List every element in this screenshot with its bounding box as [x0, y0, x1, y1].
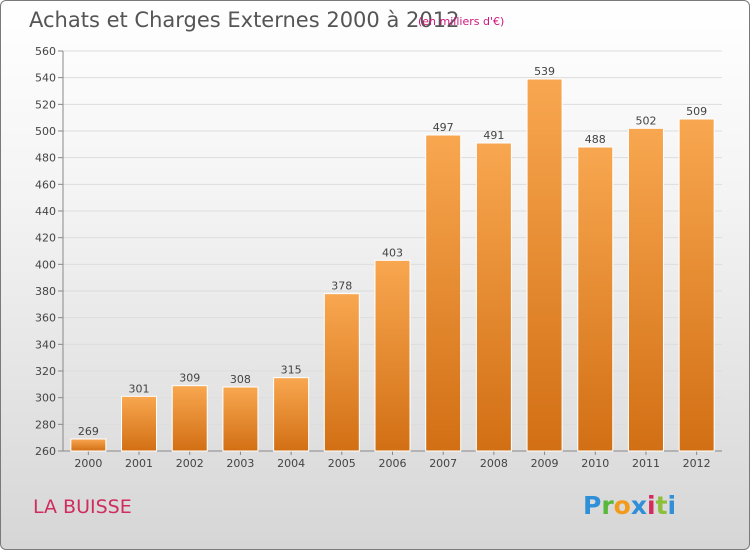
bar — [323, 293, 360, 452]
bar — [526, 78, 563, 452]
x-tick-label: 2000 — [74, 457, 102, 470]
bar-value-label: 403 — [382, 246, 403, 259]
bar-value-label: 378 — [331, 280, 352, 293]
x-tick-label: 2006 — [379, 457, 407, 470]
y-tick-label: 540 — [35, 72, 56, 85]
x-tick-label: 2008 — [480, 457, 508, 470]
bar — [577, 146, 614, 452]
y-tick-label: 400 — [35, 258, 56, 271]
x-tick-label: 2003 — [226, 457, 254, 470]
x-tick-label: 2001 — [125, 457, 153, 470]
y-tick-label: 340 — [35, 338, 56, 351]
bar-value-label: 315 — [281, 364, 302, 377]
y-tick-label: 520 — [35, 98, 56, 111]
y-tick-label: 460 — [35, 178, 56, 191]
proxiti-logo[interactable]: Proxiti — [583, 491, 676, 520]
x-tick-label: 2004 — [277, 457, 305, 470]
bar-value-label: 488 — [585, 133, 606, 146]
x-tick-label: 2002 — [176, 457, 204, 470]
bar — [678, 118, 715, 452]
y-tick-label: 420 — [35, 232, 56, 245]
bar — [171, 385, 208, 452]
bar — [222, 386, 259, 452]
y-tick-label: 360 — [35, 312, 56, 325]
bar — [121, 395, 158, 452]
x-tick-label: 2009 — [531, 457, 559, 470]
y-tick-label: 480 — [35, 152, 56, 165]
logo-letter: r — [601, 491, 614, 520]
logo-letter: P — [583, 491, 602, 520]
x-tick-label: 2012 — [683, 457, 711, 470]
bar-value-label: 301 — [129, 382, 150, 395]
y-tick-label: 300 — [35, 392, 56, 405]
bar — [273, 377, 310, 452]
logo-letter: t — [655, 491, 668, 520]
y-tick-label: 440 — [35, 205, 56, 218]
bar-value-label: 491 — [483, 129, 504, 142]
logo-letter: x — [630, 491, 647, 520]
x-tick-label: 2007 — [429, 457, 457, 470]
axes: 260 280 300 320 340 360 380 400 420 440 460 480 500 5… — [35, 45, 722, 470]
y-tick-label: 500 — [35, 125, 56, 138]
y-tick-label: 280 — [35, 418, 56, 431]
x-tick-label: 2010 — [581, 457, 609, 470]
bar-value-label: 509 — [686, 105, 707, 118]
bar — [425, 134, 462, 452]
commune-name: LA BUISSE — [33, 496, 132, 518]
logo-letter: i — [647, 491, 656, 520]
chart-title: Achats et Charges Externes 2000 à 2012 — [29, 8, 460, 32]
bar — [70, 438, 107, 452]
y-tick-label: 320 — [35, 365, 56, 378]
bar — [475, 142, 512, 452]
x-tick-label: 2011 — [632, 457, 660, 470]
bar-value-label: 309 — [179, 372, 200, 385]
bar — [374, 259, 411, 452]
value-labels: 269 301 309 308 315 378 403 497 491 539 488 502 509 — [78, 65, 707, 438]
bar-value-label: 497 — [433, 121, 454, 134]
bar-value-label: 269 — [78, 425, 99, 438]
bars — [70, 78, 715, 452]
y-tick-label: 380 — [35, 285, 56, 298]
bar-value-label: 308 — [230, 373, 251, 386]
bar-value-label: 502 — [635, 114, 656, 127]
logo-letter: o — [613, 491, 631, 520]
chart-subtitle: (en milliers d'€) — [418, 15, 505, 28]
y-tick-label: 560 — [35, 45, 56, 58]
bar-value-label: 539 — [534, 65, 555, 78]
y-tick-label: 260 — [35, 445, 56, 458]
bar — [627, 127, 664, 452]
logo-letter: i — [667, 491, 677, 520]
x-tick-label: 2005 — [328, 457, 356, 470]
